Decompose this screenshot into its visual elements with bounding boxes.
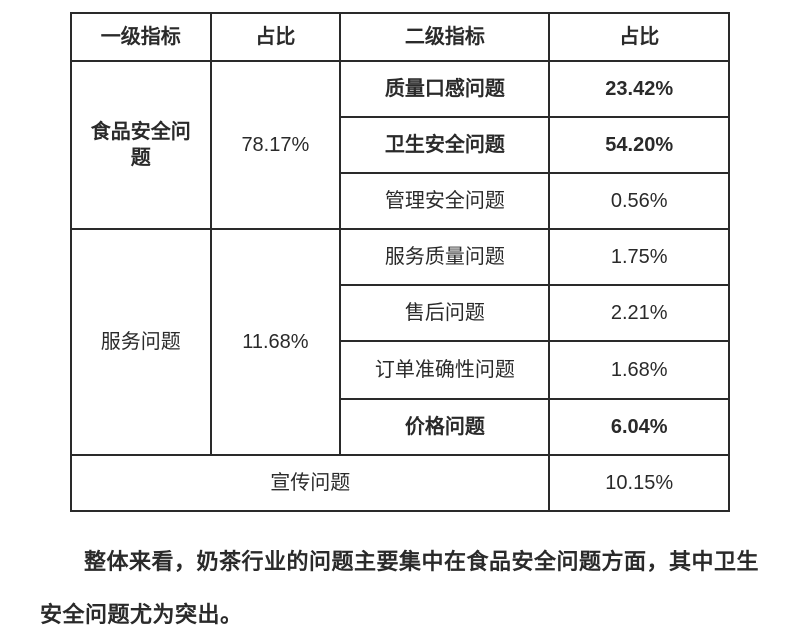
secondary-pct: 1.75% <box>549 229 729 285</box>
secondary-pct: 6.04% <box>549 399 729 455</box>
secondary-indicator: 质量口感问题 <box>340 61 549 117</box>
primary-indicator-food-safety: 食品安全问题 <box>71 61 211 229</box>
caption-text: 整体来看，奶茶行业的问题主要集中在食品安全问题方面，其中卫生安全问题尤为突出。 <box>40 536 760 642</box>
footer-indicator: 宣传问题 <box>71 455 549 511</box>
table-row: 服务问题 11.68% 服务质量问题 1.75% <box>71 229 729 285</box>
secondary-indicator: 服务质量问题 <box>340 229 549 285</box>
primary-indicator-service: 服务问题 <box>71 229 211 455</box>
secondary-pct: 23.42% <box>549 61 729 117</box>
secondary-pct: 2.21% <box>549 285 729 341</box>
secondary-indicator: 卫生安全问题 <box>340 117 549 173</box>
secondary-indicator: 管理安全问题 <box>340 173 549 229</box>
secondary-pct: 0.56% <box>549 173 729 229</box>
secondary-pct: 1.68% <box>549 341 729 399</box>
secondary-indicator: 售后问题 <box>340 285 549 341</box>
table-header-row: 一级指标 占比 二级指标 占比 <box>71 13 729 61</box>
indicators-table: 一级指标 占比 二级指标 占比 食品安全问题 78.17% 质量口感问题 23.… <box>70 12 730 512</box>
table-row-footer: 宣传问题 10.15% <box>71 455 729 511</box>
header-primary-indicator: 一级指标 <box>71 13 211 61</box>
header-primary-pct: 占比 <box>211 13 341 61</box>
header-secondary-indicator: 二级指标 <box>340 13 549 61</box>
header-secondary-pct: 占比 <box>549 13 729 61</box>
primary-pct-food-safety: 78.17% <box>211 61 341 229</box>
secondary-indicator: 订单准确性问题 <box>340 341 549 399</box>
secondary-indicator: 价格问题 <box>340 399 549 455</box>
footer-pct: 10.15% <box>549 455 729 511</box>
primary-label: 食品安全问题 <box>91 119 191 171</box>
table-row: 食品安全问题 78.17% 质量口感问题 23.42% <box>71 61 729 117</box>
primary-pct-service: 11.68% <box>211 229 341 455</box>
secondary-pct: 54.20% <box>549 117 729 173</box>
